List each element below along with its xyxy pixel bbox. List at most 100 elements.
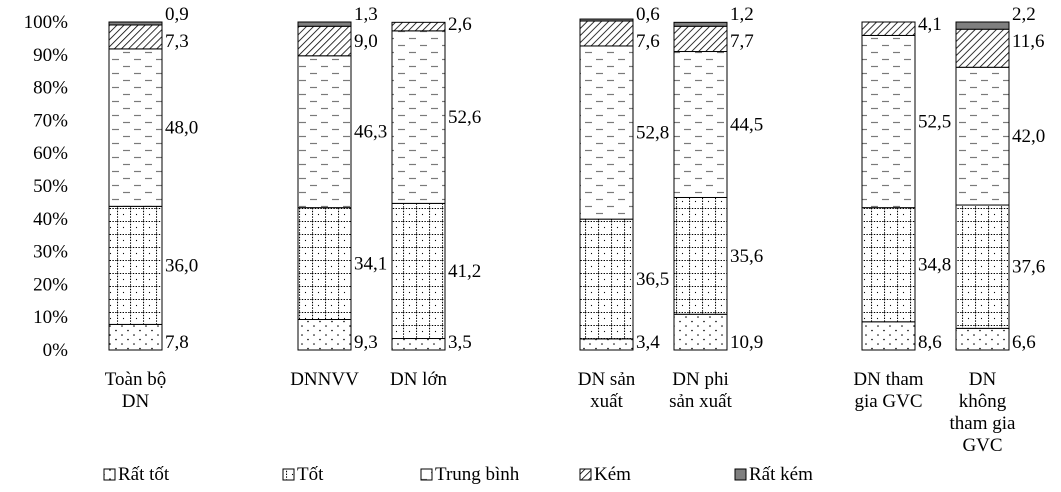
bar-segment-very-good xyxy=(297,318,352,351)
legend-label: Tốt xyxy=(297,464,324,485)
data-label-good: 34,8 xyxy=(918,255,951,276)
data-label-good: 37,6 xyxy=(1012,257,1045,278)
bar-segment-average xyxy=(955,66,1010,206)
y-tick-label: 10% xyxy=(33,307,68,328)
bar-segment-average xyxy=(673,51,728,198)
bar-segment-good xyxy=(297,207,352,320)
legend-swatch xyxy=(420,468,433,481)
legend-item-very-poor: Rất kém xyxy=(734,464,813,485)
bar-segment-very-good xyxy=(955,327,1010,351)
data-label-average: 52,5 xyxy=(918,112,951,133)
data-label-very-good: 7,8 xyxy=(165,332,189,353)
bar-segment-poor xyxy=(673,25,728,53)
bar-segment-very-poor xyxy=(955,21,1010,30)
data-label-very-good: 3,5 xyxy=(448,332,472,353)
data-label-very-poor: 1,3 xyxy=(354,4,378,25)
data-label-average: 44,5 xyxy=(730,115,763,136)
data-label-average: 52,8 xyxy=(636,123,669,144)
data-label-average: 46,3 xyxy=(354,122,387,143)
bar-segment-poor xyxy=(955,28,1010,68)
y-axis: 0% 10% 20% 30% 40% 50% 60% 70% 80% 90% 100% xyxy=(24,12,69,361)
legend-item-average: Trung bình xyxy=(420,464,520,485)
bar-segment-good xyxy=(579,218,634,340)
legend: Rất tốt Tốt Trung bình Kém Rất kém xyxy=(103,464,813,485)
bar-segment-very-good xyxy=(391,338,446,351)
bar-segment-poor xyxy=(108,24,163,50)
data-label-good: 34,1 xyxy=(354,254,387,275)
category-label: DNNVV xyxy=(290,369,359,390)
data-label-average: 48,0 xyxy=(165,118,198,139)
bar-segment-good xyxy=(391,202,446,340)
data-label-poor: 9,0 xyxy=(354,31,378,52)
data-label-average: 42,0 xyxy=(1012,126,1045,147)
category-label: không xyxy=(959,391,1007,412)
legend-swatch xyxy=(579,468,592,481)
data-label-poor: 11,6 xyxy=(1012,31,1045,52)
category-label: DN tham xyxy=(853,369,923,390)
y-tick-label: 20% xyxy=(33,274,68,295)
bar-segment-average xyxy=(108,48,163,207)
y-tick-label: 90% xyxy=(33,45,68,66)
category-label: DN xyxy=(969,369,997,390)
data-label-good: 35,6 xyxy=(730,246,763,267)
y-tick-label: 80% xyxy=(33,78,68,99)
bar-segment-good xyxy=(673,196,728,315)
legend-label: Kém xyxy=(594,464,631,485)
data-labels: 7,8 36,0 48,0 7,3 0,9 9,3 34,1 46,3 9,0 1,3 3,5 41,… xyxy=(165,4,1045,353)
bar-segment-good xyxy=(861,207,916,323)
bar-segment-very-poor xyxy=(579,18,634,22)
data-label-poor: 4,1 xyxy=(918,14,942,35)
category-label: DN phi xyxy=(672,369,728,390)
data-label-very-good: 6,6 xyxy=(1012,332,1036,353)
data-label-good: 41,2 xyxy=(448,261,481,282)
legend-item-good: Tốt xyxy=(282,464,324,485)
legend-label: Rất kém xyxy=(749,464,813,485)
data-label-poor: 7,7 xyxy=(730,31,754,52)
legend-swatch xyxy=(282,468,295,481)
bar-segment-very-poor xyxy=(108,21,163,26)
bar-segment-very-good xyxy=(108,323,163,351)
data-label-good: 36,5 xyxy=(636,269,669,290)
category-label: GVC xyxy=(962,435,1002,456)
bar-segment-average xyxy=(861,34,916,209)
data-label-very-poor: 0,6 xyxy=(636,4,660,25)
legend-label: Rất tốt xyxy=(118,464,170,485)
category-label: gia GVC xyxy=(854,391,922,412)
legend-swatch xyxy=(734,468,747,481)
category-label: xuất xyxy=(590,391,623,412)
bar-segment-average xyxy=(297,55,352,209)
data-label-very-good: 9,3 xyxy=(354,332,378,353)
bar-segment-good xyxy=(108,205,163,325)
category-label: Toàn bộ xyxy=(105,369,166,390)
bar-segment-poor xyxy=(391,21,446,32)
data-label-very-poor: 2,2 xyxy=(1012,4,1036,25)
legend-item-very-good: Rất tốt xyxy=(103,464,170,485)
data-label-very-good: 10,9 xyxy=(730,332,763,353)
legend-swatch xyxy=(103,468,116,481)
category-label: tham gia xyxy=(950,413,1017,434)
bar-segment-average xyxy=(579,45,634,220)
legend-item-poor: Kém xyxy=(579,464,631,485)
data-label-very-poor: 0,9 xyxy=(165,4,189,25)
y-tick-label: 70% xyxy=(33,110,68,131)
bar-segment-very-good xyxy=(673,313,728,351)
bar-segment-very-poor xyxy=(673,21,728,27)
category-label: DN xyxy=(122,391,150,412)
bar-segment-poor xyxy=(579,20,634,47)
bar-segment-very-good xyxy=(579,338,634,351)
legend-label: Trung bình xyxy=(435,464,520,485)
bars xyxy=(108,18,1010,351)
data-label-very-good: 3,4 xyxy=(636,332,660,353)
y-tick-label: 0% xyxy=(43,340,69,361)
y-tick-label: 40% xyxy=(33,209,68,230)
bar-segment-poor xyxy=(297,25,352,57)
category-label: DN lớn xyxy=(390,369,448,390)
category-label: DN sản xyxy=(578,369,636,390)
y-tick-label: 60% xyxy=(33,143,68,164)
category-label: sản xuất xyxy=(669,391,733,412)
bar-segment-average xyxy=(391,30,446,204)
data-label-poor: 7,6 xyxy=(636,31,660,52)
data-label-very-poor: 1,2 xyxy=(730,4,754,25)
